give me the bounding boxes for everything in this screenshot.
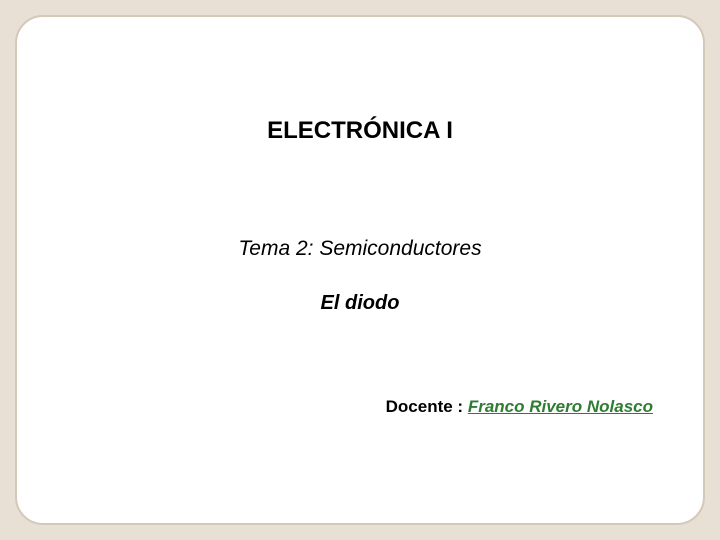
teacher-label: Docente : xyxy=(386,397,468,416)
teacher-line: Docente : Franco Rivero Nolasco xyxy=(386,397,653,417)
subtopic-line: El diodo xyxy=(17,292,703,315)
teacher-name: Franco Rivero Nolasco xyxy=(468,397,653,416)
topic-line: Tema 2: Semiconductores xyxy=(17,237,703,261)
course-title: ELECTRÓNICA I xyxy=(17,117,703,145)
slide-frame: ELECTRÓNICA I Tema 2: Semiconductores El… xyxy=(15,15,705,525)
